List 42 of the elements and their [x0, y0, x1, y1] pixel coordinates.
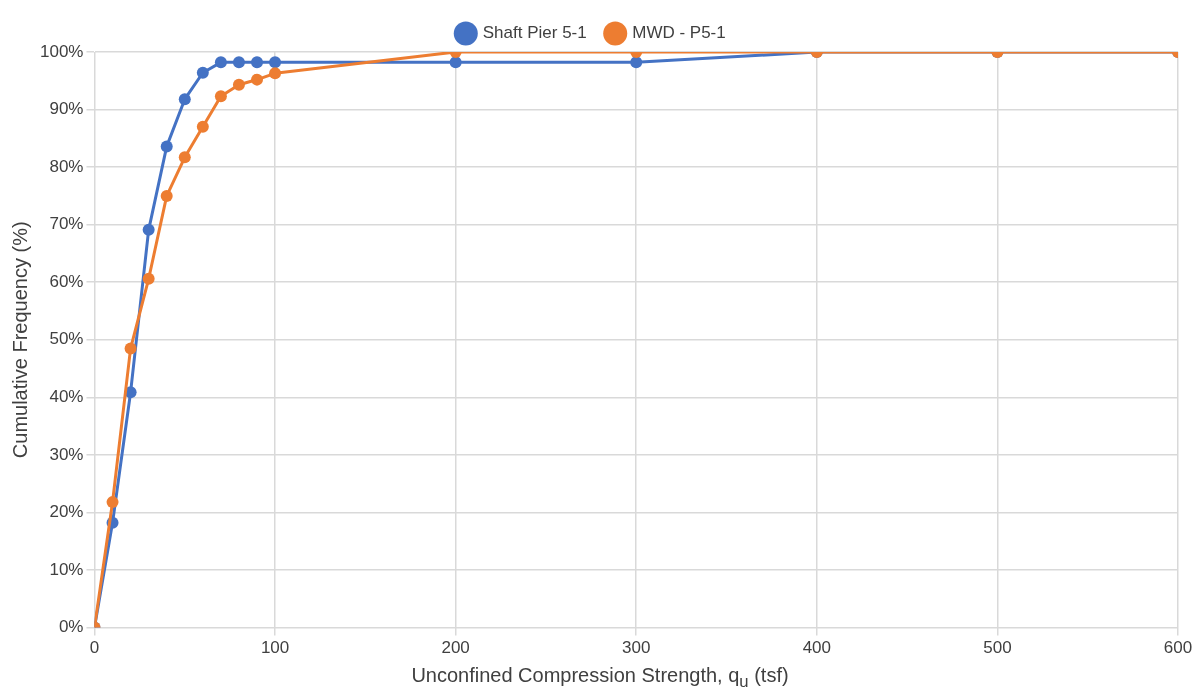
point	[232, 78, 245, 91]
x-tick-label: 600	[1163, 638, 1193, 658]
point	[251, 56, 264, 69]
y-axis-title: Cumulative Frequency (%)	[8, 221, 31, 459]
x-tick-label: 500	[983, 638, 1012, 658]
point	[142, 223, 155, 236]
point	[449, 56, 462, 69]
point	[251, 73, 264, 86]
point	[106, 496, 119, 509]
y-tick-label: 80%	[49, 156, 84, 176]
point	[160, 140, 173, 153]
y-tick-label: 20%	[49, 502, 84, 522]
x-tick-label: 0	[89, 638, 100, 658]
x-tick-label: 100	[260, 638, 290, 658]
y-tick-label: 40%	[49, 387, 84, 407]
y-tick-label: 10%	[49, 559, 84, 579]
point	[178, 93, 191, 106]
point	[124, 342, 137, 355]
y-tick-label: 30%	[49, 444, 84, 464]
point	[214, 56, 227, 69]
legend-label: MWD - P5-1	[632, 23, 726, 43]
point	[196, 120, 209, 133]
point	[630, 56, 643, 69]
x-tick-label: 300	[622, 638, 651, 658]
x-axis-title: Unconfined Compression Strength, q$_{u}$ (tsf)	[410, 664, 790, 692]
point	[160, 189, 173, 202]
y-tick-label: 0%	[58, 617, 84, 637]
y-tick-label: 90%	[49, 99, 84, 119]
point	[178, 151, 191, 164]
point	[269, 67, 282, 80]
x-tick-label: 400	[802, 638, 832, 658]
point	[214, 90, 227, 103]
point	[232, 56, 245, 69]
y-tick-label: 60%	[49, 271, 84, 291]
legend-label: Shaft Pier 5-1	[482, 23, 587, 43]
point	[269, 56, 282, 69]
point	[142, 272, 155, 285]
y-tick-label: 50%	[49, 329, 84, 349]
y-tick-label: 100%	[40, 41, 84, 61]
x-tick-label: 200	[441, 638, 470, 658]
y-tick-label: 70%	[49, 214, 84, 234]
point	[196, 66, 209, 79]
